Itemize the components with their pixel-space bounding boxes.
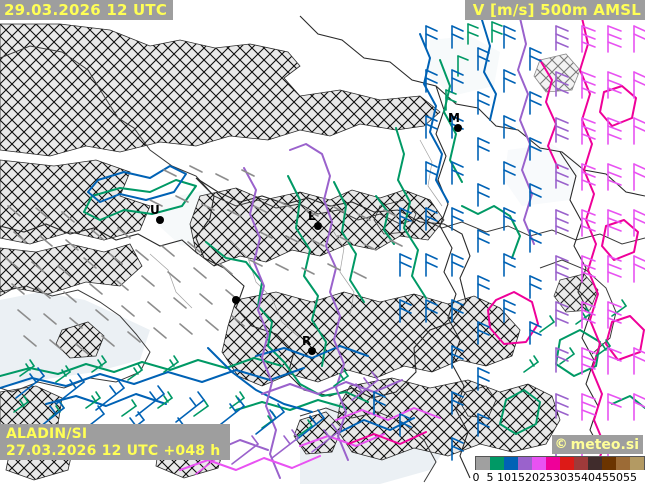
color-swatch-50-55 bbox=[616, 457, 630, 470]
isotach-contours bbox=[0, 17, 645, 479]
field-title-label: V [m/s] 500m AMSL bbox=[464, 0, 645, 20]
svg-text:M: M bbox=[448, 111, 460, 125]
wind-speed-color-scale: 0 5 10 15 20 25 30 35 40 45 50 55 bbox=[472, 456, 645, 484]
city-marker-l: L bbox=[308, 209, 322, 230]
tick-label-35: 35 bbox=[567, 470, 581, 484]
color-swatch-45-50 bbox=[602, 457, 616, 470]
model-run-text: 27.03.2026 12 UTC +048 h bbox=[6, 442, 221, 459]
color-scale-swatches bbox=[475, 456, 645, 470]
color-swatch-10-15 bbox=[504, 457, 518, 470]
color-swatch-35-40 bbox=[574, 457, 588, 470]
city-markers: U L M R bbox=[150, 111, 462, 355]
tick-label-45: 45 bbox=[595, 470, 609, 484]
tick-label-30: 30 bbox=[553, 470, 567, 484]
tick-label-25: 25 bbox=[539, 470, 553, 484]
forecast-valid-time-text: 29.03.2026 12 UTC bbox=[4, 0, 168, 19]
color-swatch-40-45 bbox=[588, 457, 602, 470]
svg-text:R: R bbox=[302, 334, 311, 348]
wind-barb-field bbox=[5, 21, 645, 475]
tick-label-50: 50 bbox=[609, 470, 623, 484]
color-swatch-55-60 bbox=[630, 457, 644, 470]
tick-label-15: 15 bbox=[511, 470, 525, 484]
tick-label-5: 5 bbox=[486, 470, 494, 484]
meteo-si-logo: © meteo.si bbox=[551, 435, 643, 454]
provider-name-text: meteo.si bbox=[570, 436, 639, 453]
tick-label-40: 40 bbox=[581, 470, 595, 484]
color-swatch-5-10 bbox=[490, 457, 504, 470]
city-marker-m: M bbox=[448, 111, 462, 132]
city-marker-k bbox=[232, 296, 240, 304]
color-swatch-0-5 bbox=[476, 457, 490, 470]
model-name-text: ALADIN/SI bbox=[6, 425, 88, 442]
tick-label-55: 55 bbox=[623, 470, 637, 484]
color-scale-tick-labels: 0 5 10 15 20 25 30 35 40 45 50 55 bbox=[472, 470, 645, 484]
copyright-icon: © bbox=[554, 437, 568, 452]
tick-label-10: 10 bbox=[497, 470, 511, 484]
city-marker-u: U bbox=[150, 203, 164, 224]
color-swatch-25-30 bbox=[546, 457, 560, 470]
tick-label-0: 0 bbox=[472, 470, 480, 484]
model-info-label: ALADIN/SI 27.03.2026 12 UTC +048 h bbox=[0, 424, 230, 460]
field-title-text: V [m/s] 500m AMSL bbox=[472, 0, 641, 19]
tick-label-20: 20 bbox=[525, 470, 539, 484]
color-swatch-30-35 bbox=[560, 457, 574, 470]
svg-text:U: U bbox=[150, 203, 160, 217]
color-swatch-15-20 bbox=[518, 457, 532, 470]
city-marker-r: R bbox=[302, 334, 316, 355]
svg-text:L: L bbox=[308, 209, 316, 223]
color-swatch-20-25 bbox=[532, 457, 546, 470]
forecast-valid-time-label: 29.03.2026 12 UTC bbox=[0, 0, 174, 20]
